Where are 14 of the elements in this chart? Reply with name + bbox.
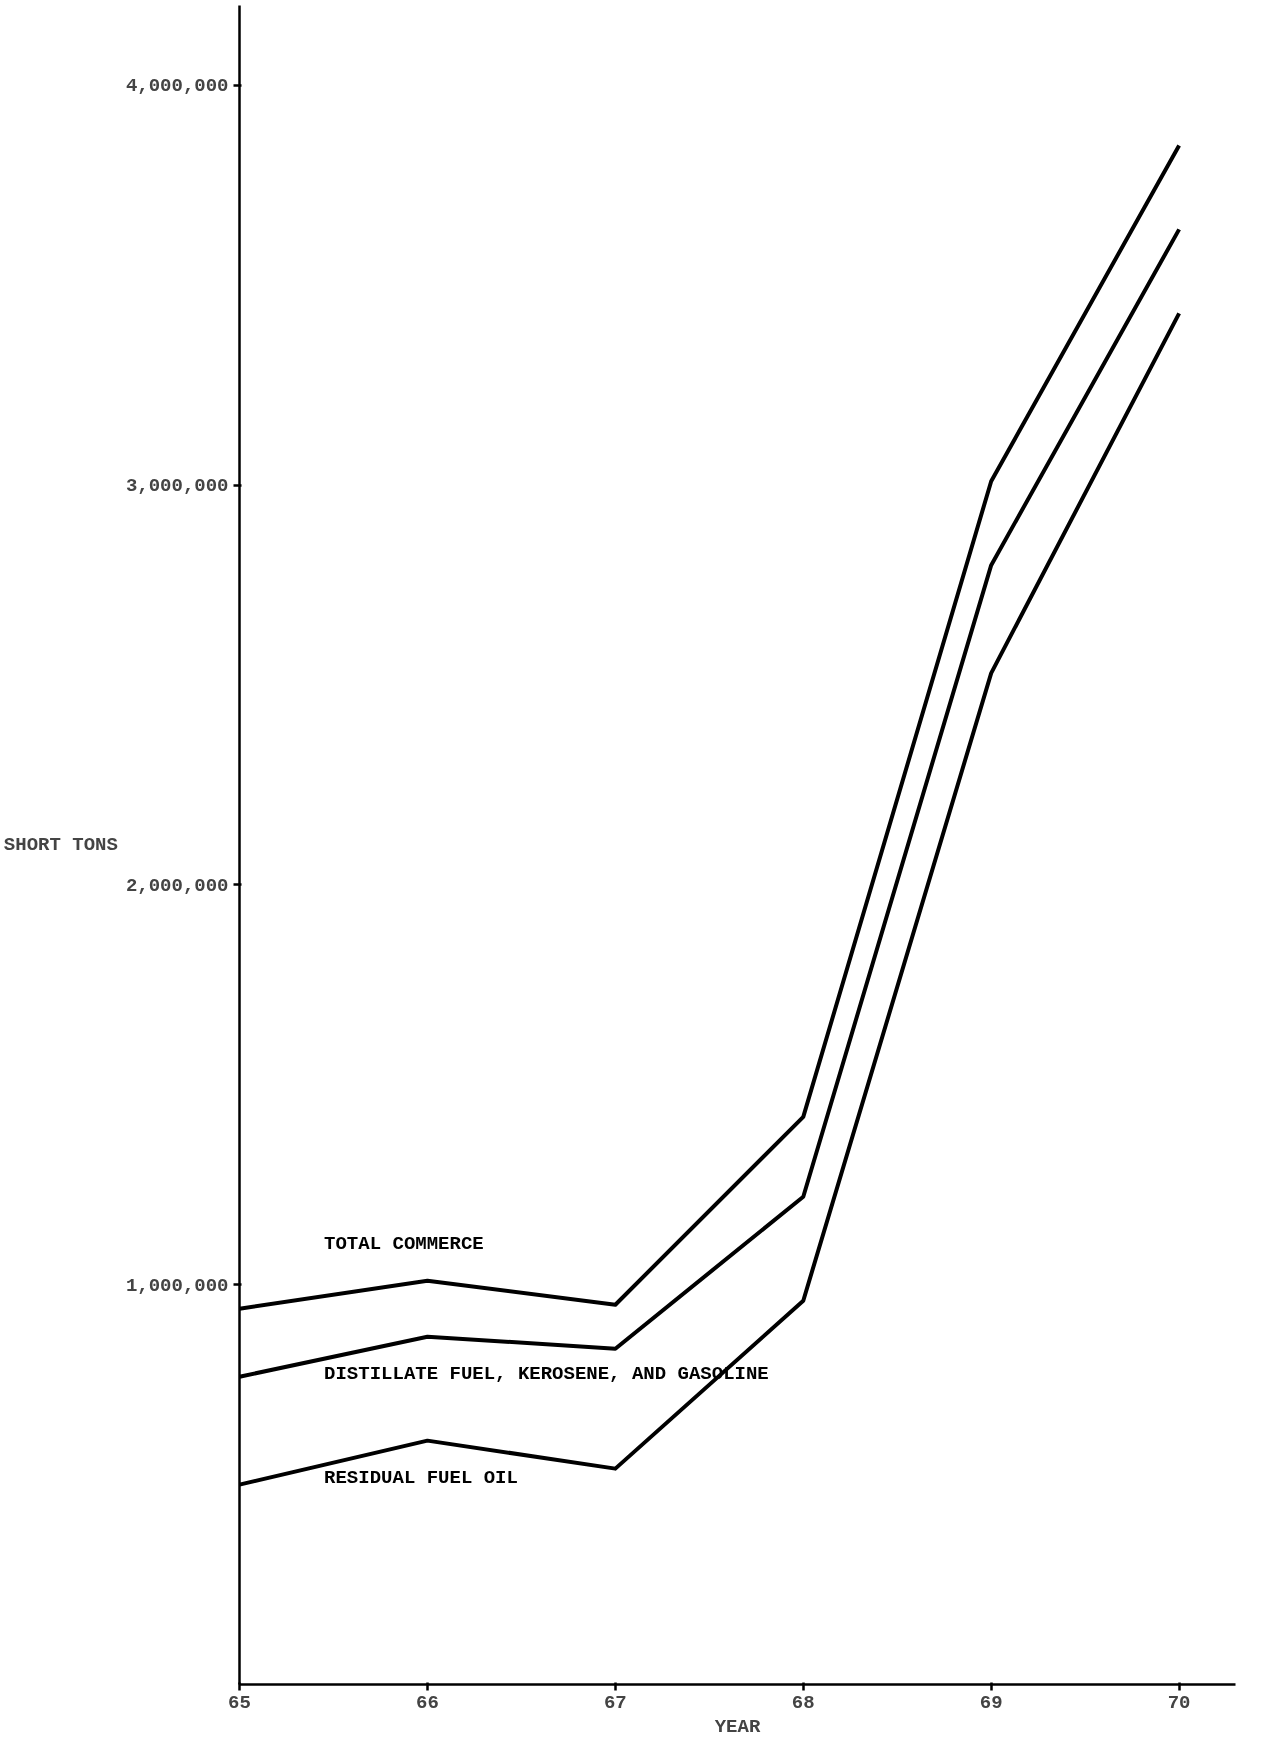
x-tick-label: 66 bbox=[416, 1691, 439, 1714]
y-tick-label: 3,000,000 bbox=[125, 475, 229, 498]
x-tick-label: 69 bbox=[979, 1691, 1003, 1714]
x-tick-label: 65 bbox=[228, 1691, 251, 1714]
y-tick-label: 1,000,000 bbox=[125, 1274, 229, 1297]
x-axis-title: YEAR bbox=[714, 1715, 761, 1738]
y-axis-title: SHORT TONS bbox=[3, 834, 118, 856]
x-tick-label: 68 bbox=[791, 1691, 815, 1714]
series-label: RESIDUAL FUEL OIL bbox=[324, 1466, 518, 1489]
x-tick-label: 67 bbox=[603, 1691, 627, 1714]
x-tick-label: 70 bbox=[1167, 1691, 1191, 1714]
y-tick-label: 4,000,000 bbox=[125, 75, 229, 98]
y-tick-label: 2,000,000 bbox=[125, 874, 229, 897]
series-label: TOTAL COMMERCE bbox=[324, 1232, 484, 1255]
